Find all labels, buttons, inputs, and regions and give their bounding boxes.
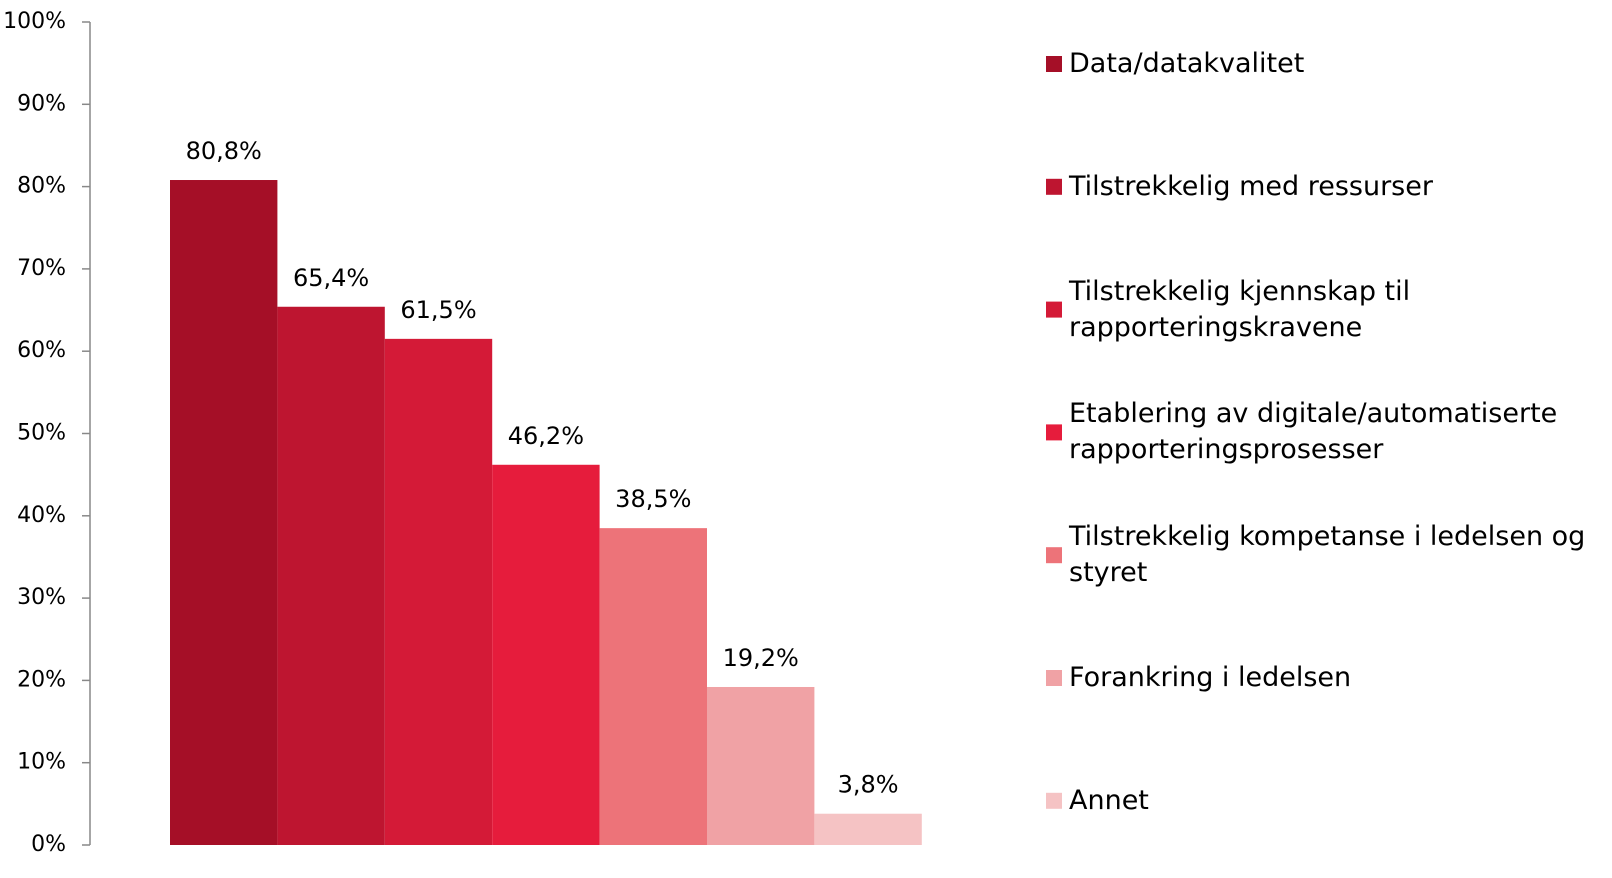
- value-label: 65,4%: [293, 264, 369, 292]
- bar: [277, 306, 385, 845]
- value-label: 3,8%: [838, 771, 899, 799]
- y-tick-label: 90%: [17, 91, 66, 116]
- y-tick-label: 100%: [3, 9, 66, 34]
- value-label: 38,5%: [615, 485, 691, 513]
- y-tick-label: 40%: [17, 503, 66, 528]
- bar: [492, 464, 600, 845]
- y-tick-label: 10%: [17, 750, 66, 775]
- legend-label: Tilstrekkelig kompetanse i ledelsen og s…: [1069, 521, 1586, 589]
- bar: [170, 180, 278, 846]
- legend-label: Annet: [1069, 784, 1149, 816]
- legend-label: Data/datakvalitet: [1069, 48, 1305, 79]
- legend-label: Etablering av digitale/automatiserte rap…: [1069, 398, 1558, 466]
- value-label: 61,5%: [400, 296, 476, 324]
- value-label: 80,8%: [186, 137, 262, 165]
- y-tick-label: 70%: [17, 256, 66, 281]
- y-tick-label: 80%: [17, 174, 66, 199]
- value-label: 19,2%: [723, 644, 799, 672]
- bar: [384, 338, 493, 845]
- legend-label: Tilstrekkelig kjennskap til rapportering…: [1069, 275, 1411, 343]
- y-tick-label: 30%: [17, 585, 66, 610]
- value-label: 46,2%: [508, 422, 584, 450]
- legend-swatch: [1046, 792, 1062, 809]
- bar: [814, 813, 922, 845]
- legend-label: Tilstrekkelig med ressurser: [1069, 170, 1433, 202]
- legend-swatch: [1046, 178, 1062, 195]
- legend-swatch: [1046, 56, 1062, 72]
- legend-swatch: [1046, 301, 1062, 318]
- y-tick-label: 20%: [17, 667, 66, 692]
- bar: [599, 528, 707, 845]
- y-tick-label: 0%: [31, 832, 66, 857]
- legend-label: Forankring i ledelsen: [1069, 662, 1352, 693]
- legend-swatch: [1046, 547, 1062, 564]
- y-tick-label: 60%: [17, 338, 66, 363]
- legend-swatch: [1046, 670, 1062, 686]
- legend-swatch: [1046, 424, 1062, 441]
- y-tick-label: 50%: [17, 421, 66, 446]
- bar: [707, 686, 815, 845]
